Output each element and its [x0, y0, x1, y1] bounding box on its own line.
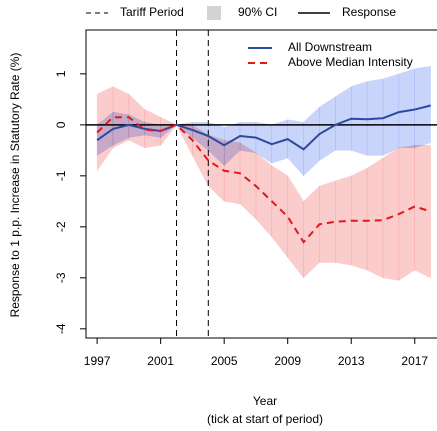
x-tick-label: 1997 — [84, 354, 111, 368]
ci-band — [350, 167, 368, 271]
plot-frame — [85, 29, 437, 339]
legend-key — [207, 6, 221, 20]
ci-bands — [96, 65, 431, 281]
y-tick-label: -2 — [54, 221, 68, 232]
legend-label: 90% CI — [238, 5, 277, 19]
y-tick-label: -3 — [54, 272, 68, 283]
x-tick-label: 2017 — [401, 354, 428, 368]
legend-label: Response — [342, 5, 396, 19]
x-tick-label: 2013 — [338, 354, 365, 368]
y-tick-label: -4 — [54, 323, 68, 334]
x-axis-label: Year — [253, 394, 277, 408]
y-tick-label: -1 — [54, 170, 68, 181]
ci-band — [160, 116, 177, 146]
legend-label: Above Median Intensity — [288, 55, 413, 69]
ci-band — [128, 93, 146, 149]
ci-band — [366, 78, 384, 156]
ci-band — [271, 165, 288, 259]
x-tick-label: 2009 — [274, 354, 301, 368]
y-axis-label: Response to 1 p.p. Increase in Statutory… — [8, 53, 22, 318]
series-line — [96, 116, 431, 244]
ci-band — [398, 68, 416, 149]
ci-band — [96, 86, 114, 172]
x-tick-label: 2001 — [147, 354, 174, 368]
ci-band — [414, 144, 431, 279]
y-tick-label: 1 — [54, 70, 68, 77]
ci-band — [366, 157, 384, 279]
ci-band — [335, 86, 352, 151]
x-axis-sublabel: (tick at start of period) — [207, 412, 323, 426]
x-tick-label: 2005 — [211, 354, 238, 368]
legend-label: Tariff Period — [120, 5, 184, 19]
legend-label: All Downstream — [288, 40, 372, 54]
y-tick-label: 0 — [54, 121, 68, 128]
ci-band — [287, 174, 304, 279]
ci-band — [382, 147, 400, 281]
